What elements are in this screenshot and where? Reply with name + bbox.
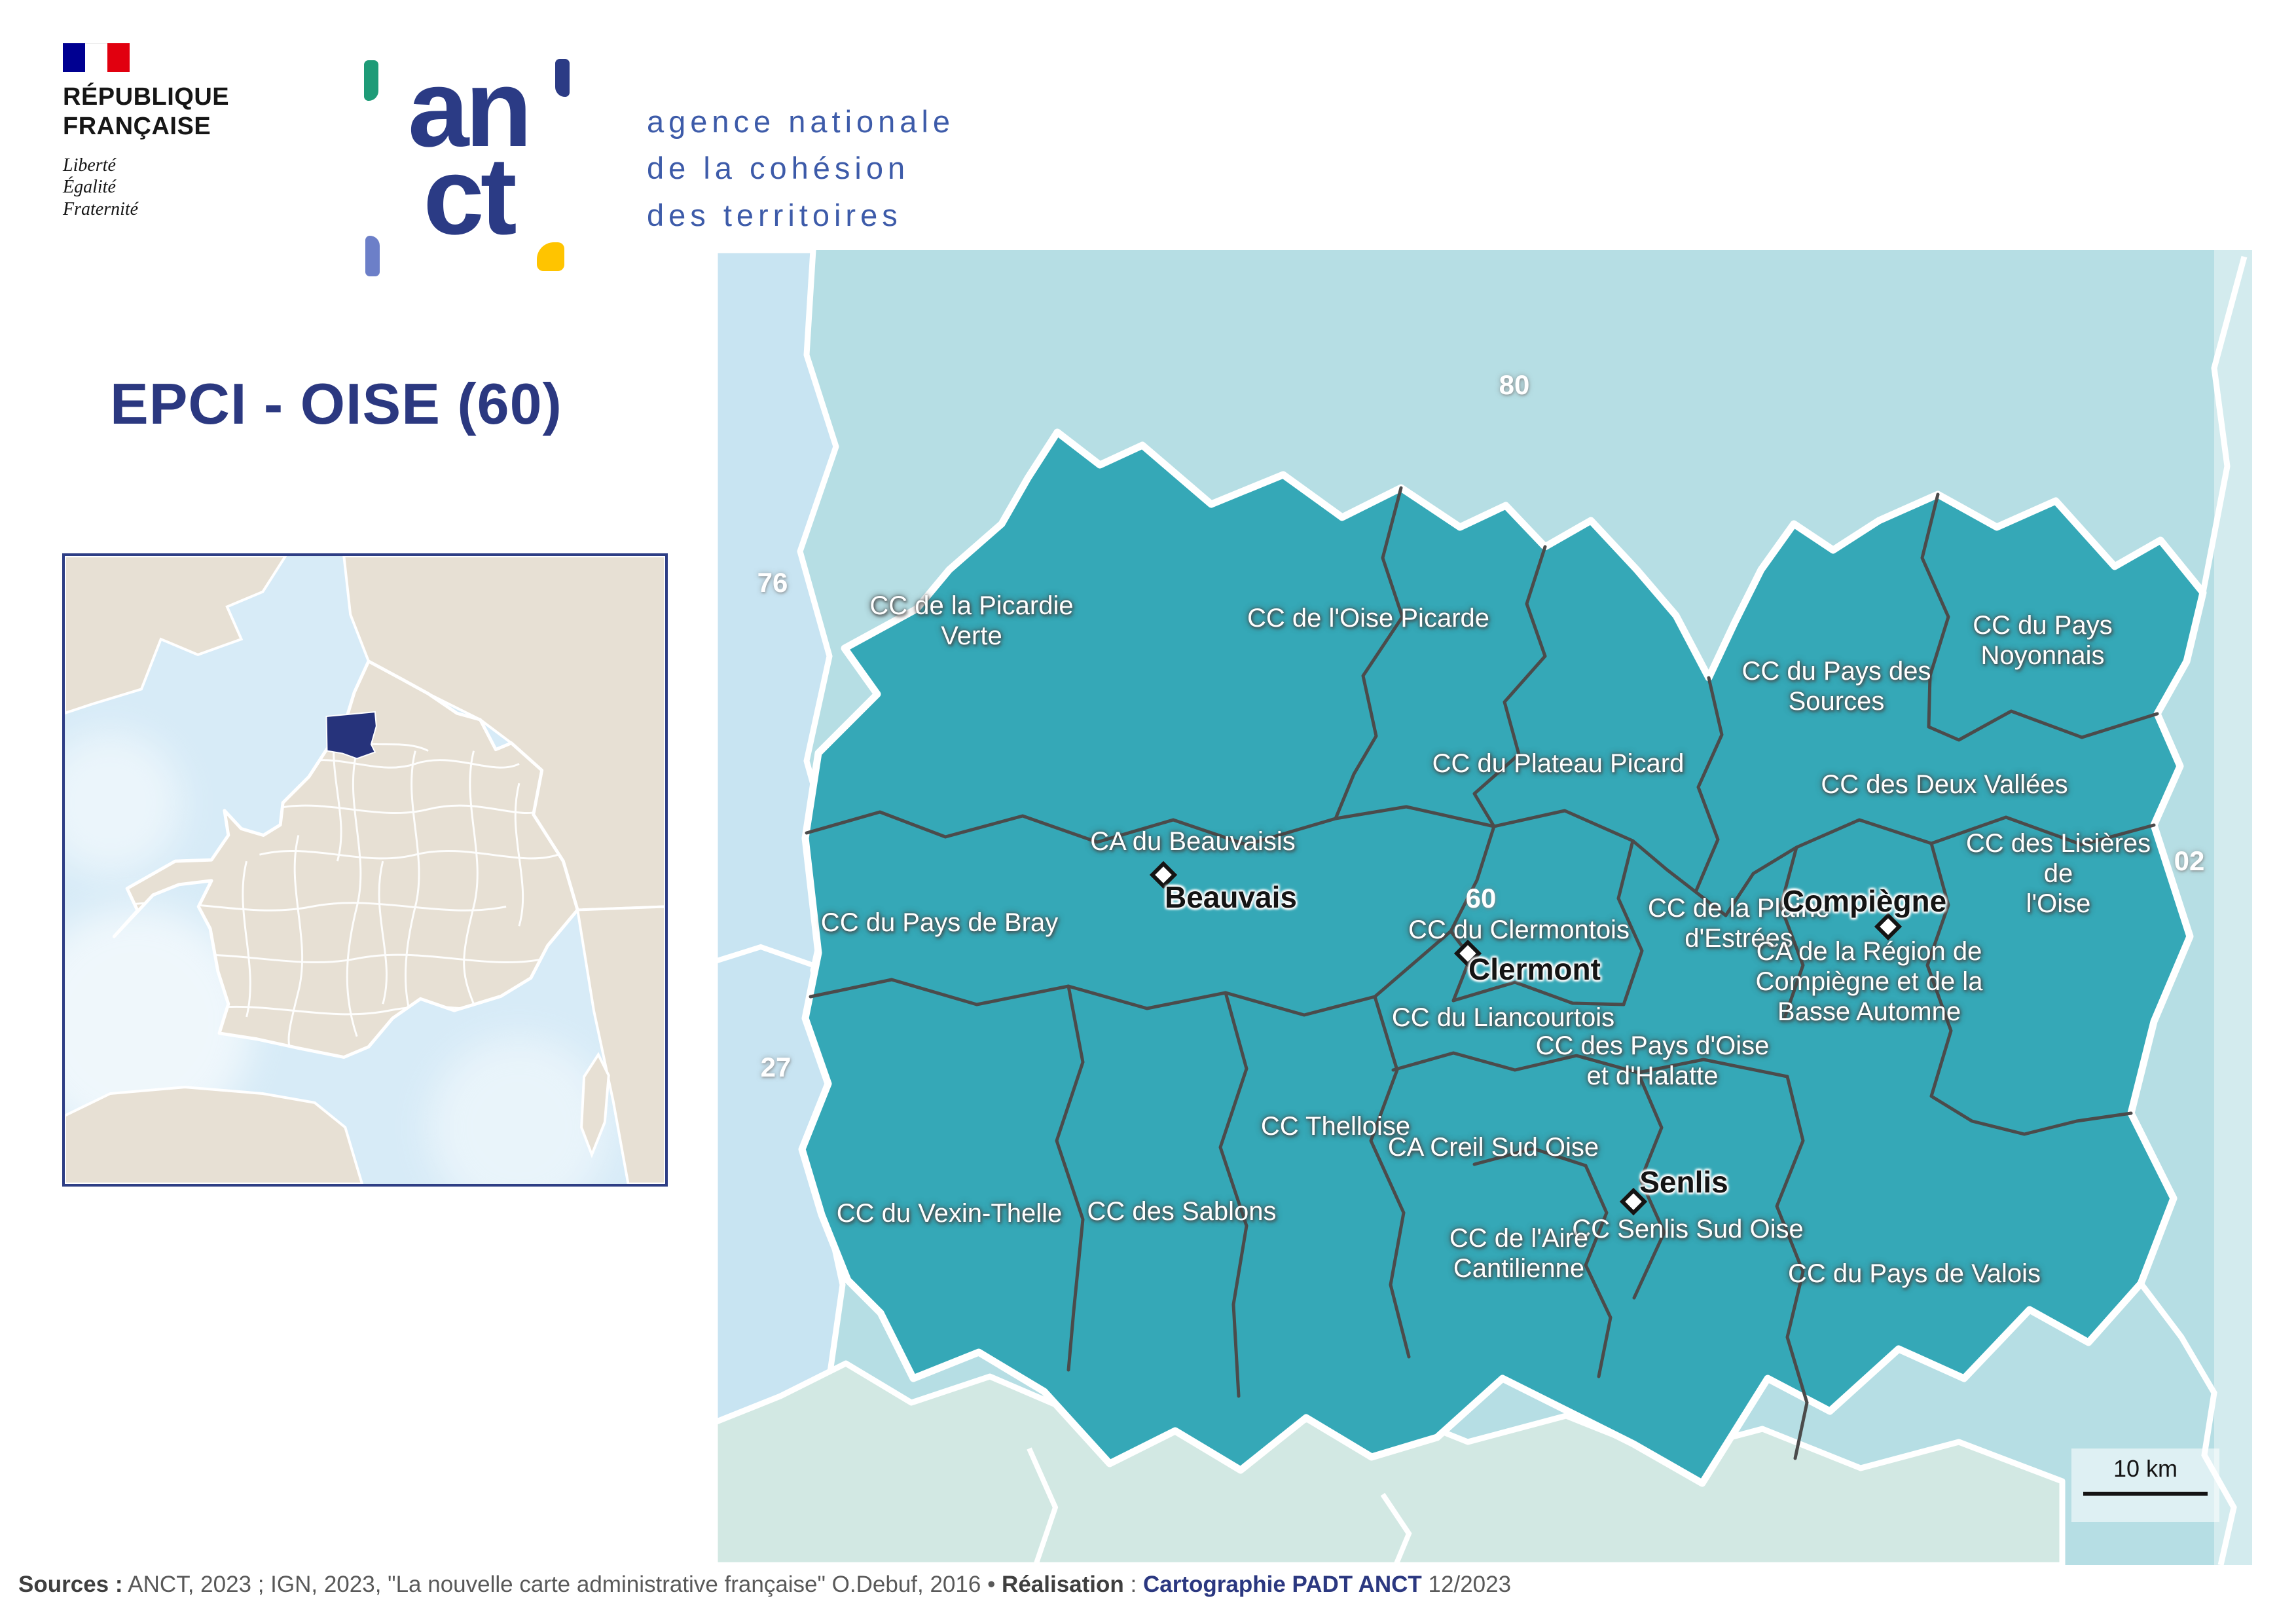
sources-text: ANCT, 2023 ; IGN, 2023, "La nouvelle car… [122, 1572, 988, 1597]
anct-bracket-navy-icon [555, 59, 570, 97]
anct-wordmark-an: an [407, 46, 532, 170]
anct-wordmark: an ct [380, 46, 556, 258]
oise-department-shape [798, 428, 2207, 1487]
main-map: 80 76 27 60 02 CC de la Picardie Verte CC de … [715, 250, 2252, 1565]
anct-tagline-line1: agence nationale [647, 104, 955, 139]
credit-text: Cartographie PADT ANCT [1142, 1572, 1422, 1597]
french-flag-icon [63, 43, 130, 72]
sources-line: Sources : ANCT, 2023 ; IGN, 2023, "La no… [18, 1572, 1511, 1598]
inset-map-france [62, 553, 668, 1187]
inset-map-svg [65, 556, 665, 1184]
anct-bracket-green-icon [364, 60, 378, 101]
realisation-label: Réalisation [1002, 1572, 1124, 1597]
scale-bar-line [2083, 1492, 2208, 1496]
rf-motto-line3: Fraternité [63, 198, 139, 219]
anct-tagline: agence nationale de la cohésion des terr… [647, 98, 955, 238]
anct-tagline-line2: de la cohésion [647, 151, 910, 186]
anct-bracket-lavender-icon [365, 236, 380, 276]
inset-oise-highlight [325, 711, 377, 760]
anct-tagline-line3: des territoires [647, 197, 902, 232]
scale-bar: 10 km [2071, 1449, 2219, 1522]
rf-name-line2: FRANÇAISE [63, 112, 211, 140]
anct-bracket-yellow-icon [537, 242, 564, 271]
date-text: 12/2023 [1421, 1572, 1512, 1597]
rf-name: RÉPUBLIQUE FRANÇAISE [63, 83, 229, 141]
main-map-svg [715, 250, 2252, 1565]
bullet-separator: • [987, 1572, 1002, 1597]
rf-motto-line2: Égalité [63, 177, 116, 198]
republique-francaise-logo: RÉPUBLIQUE FRANÇAISE Liberté Égalité Fra… [63, 43, 229, 220]
anct-logo: an ct [364, 46, 574, 280]
rf-name-line1: RÉPUBLIQUE [63, 83, 230, 111]
page-title: EPCI - OISE (60) [110, 371, 562, 436]
sources-label: Sources : [18, 1572, 123, 1597]
rf-motto-line1: Liberté [63, 155, 116, 175]
anct-wordmark-ct: ct [423, 134, 517, 258]
realisation-colon: : [1123, 1572, 1143, 1597]
rf-motto: Liberté Égalité Fraternité [63, 155, 229, 221]
scale-bar-label: 10 km [2113, 1455, 2178, 1482]
